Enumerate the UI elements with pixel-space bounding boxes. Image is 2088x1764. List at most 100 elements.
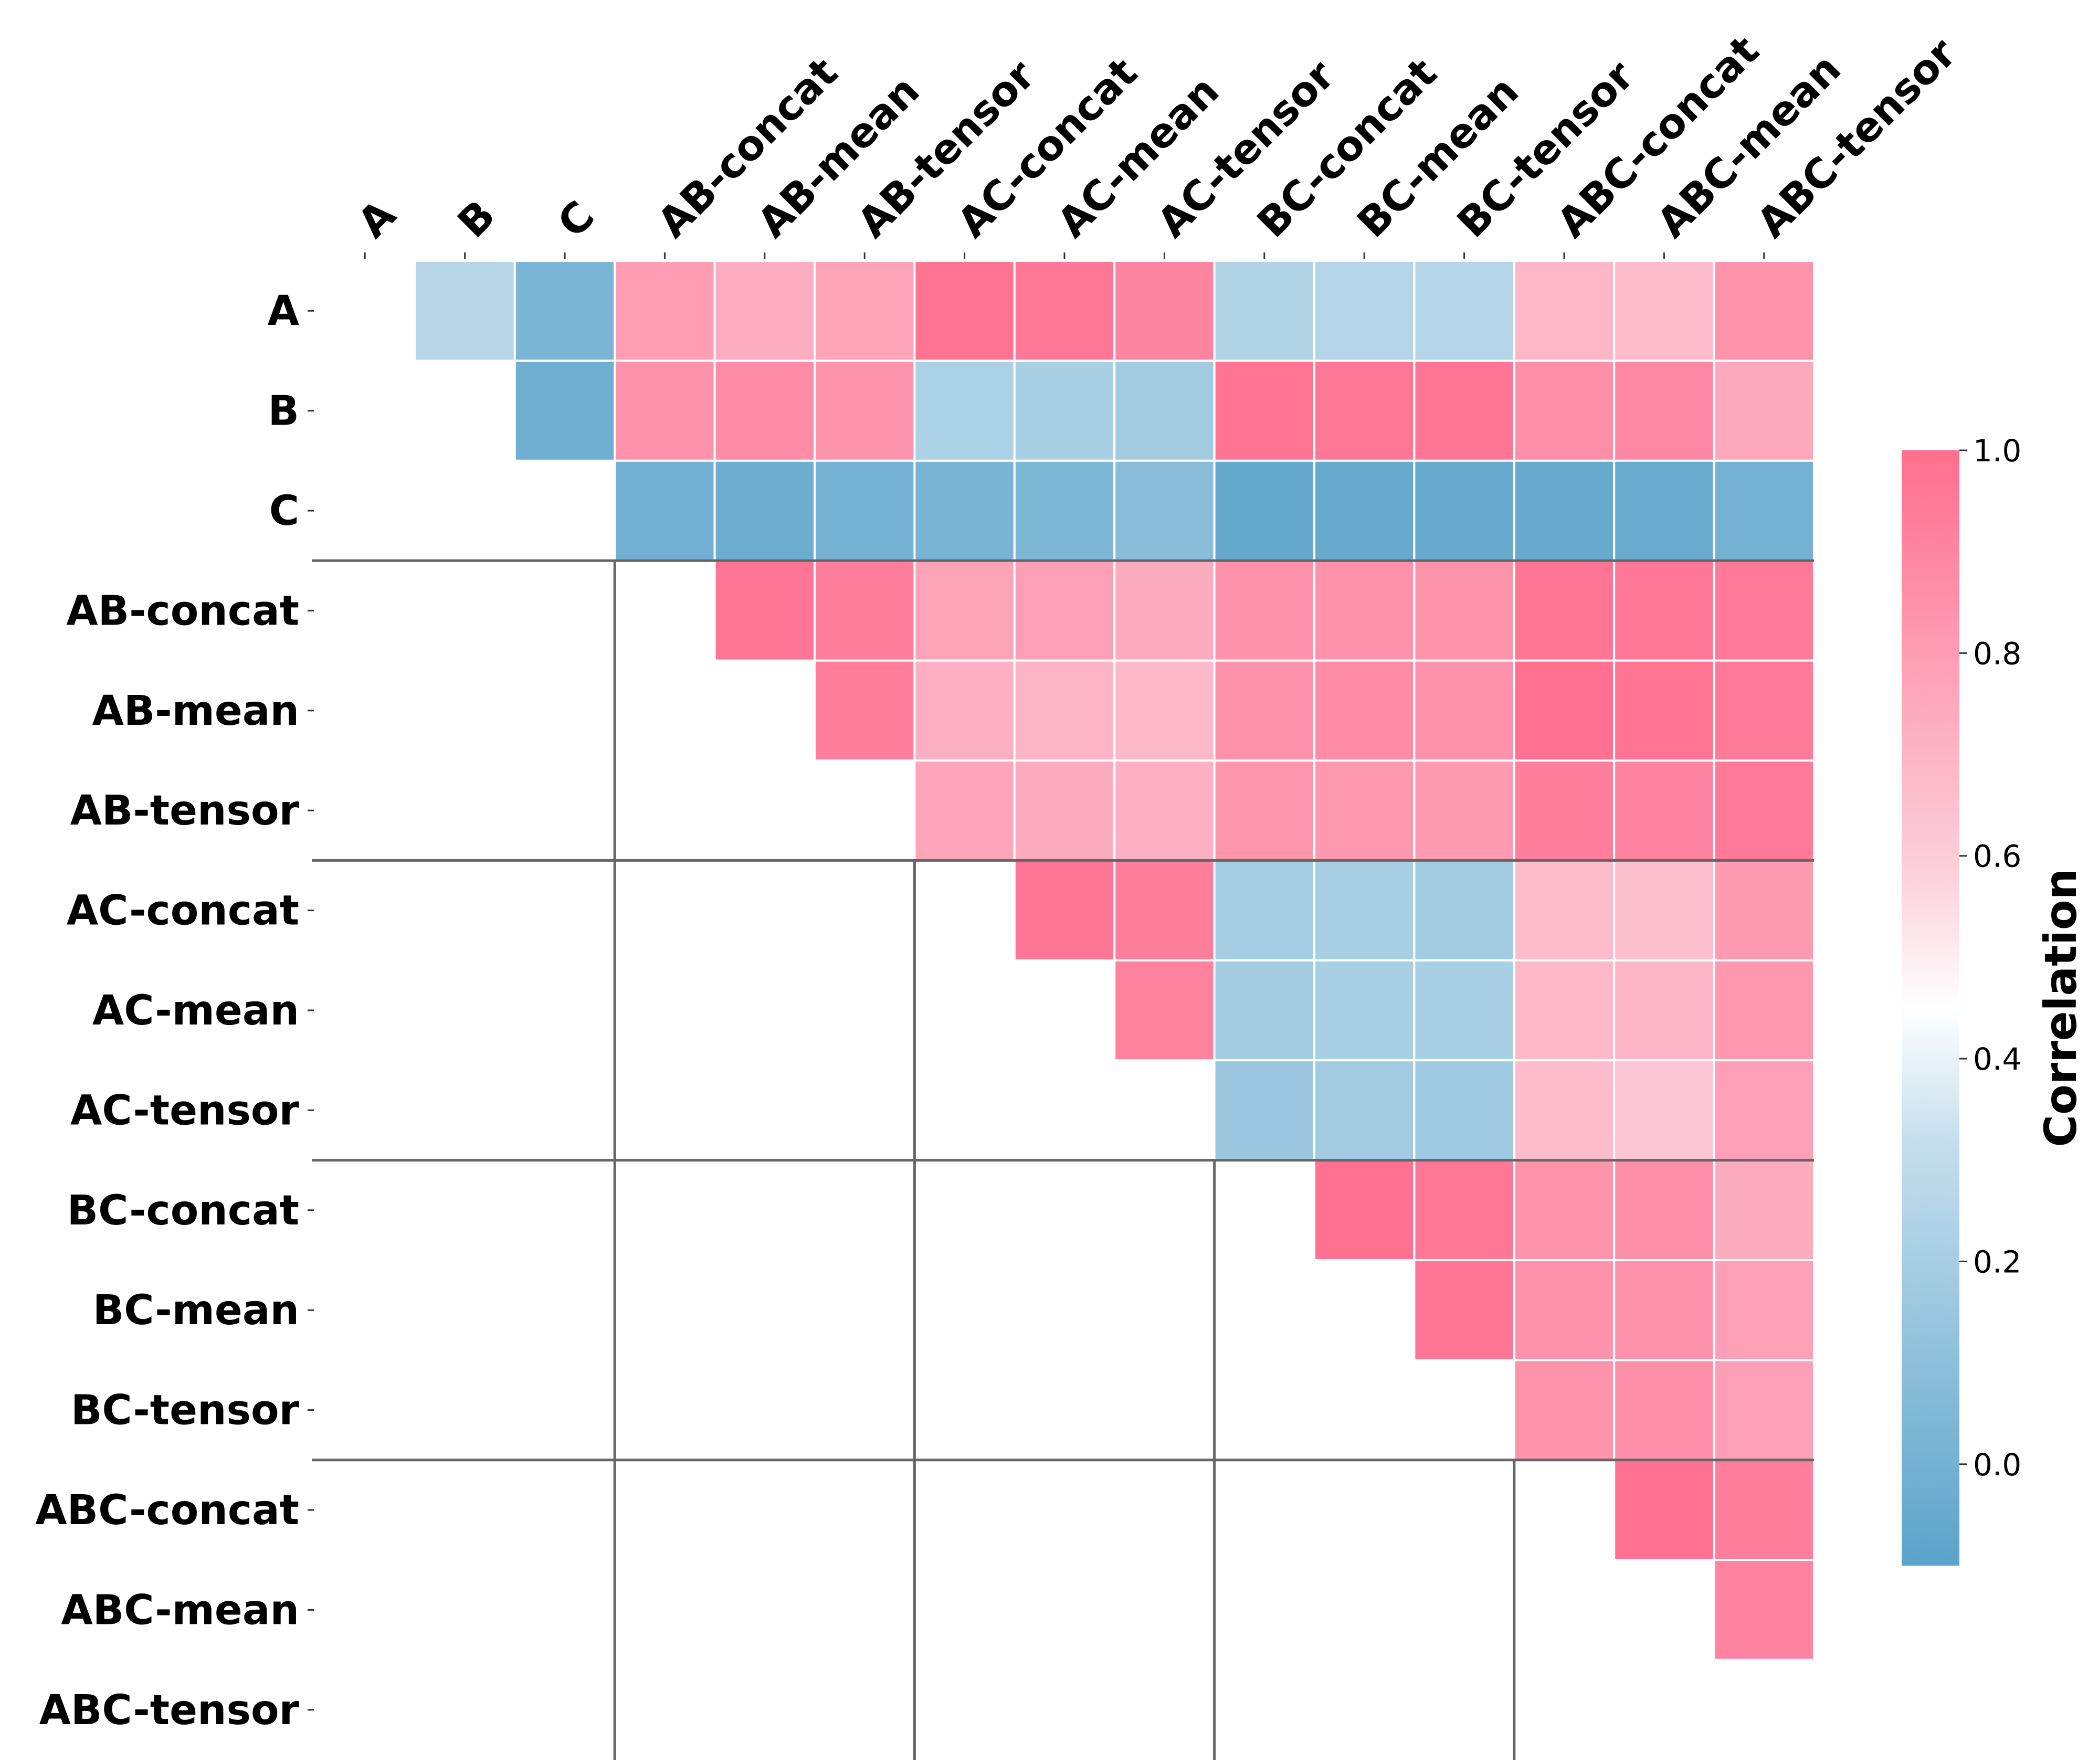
heatmap-cell-C-AC-mean — [1013, 459, 1116, 562]
heatmap-cell-A-BC-concat — [1213, 260, 1316, 362]
heatmap-cell-AC-mean-AC-tensor — [1113, 959, 1216, 1062]
heatmap-cell-C-AB-concat — [614, 459, 716, 562]
row-label-ABC-concat: ABC-concat — [35, 1487, 299, 1534]
heatmap-cell-AC-tensor-ABC-concat — [1513, 1059, 1616, 1161]
heatmap-cell-AC-concat-AC-tensor — [1113, 859, 1216, 962]
heatmap-cell-B-BC-concat — [1213, 360, 1316, 462]
heatmap-cell-AB-concat-AB-mean — [713, 559, 816, 662]
heatmap-cell-B-C — [513, 360, 616, 462]
heatmap-cell-AC-tensor-BC-mean — [1313, 1059, 1416, 1161]
col-label-B: B — [449, 192, 504, 247]
column-labels: A B C AB-concatAB-meanAB-tensorAC-concatAC-… — [349, 27, 1966, 259]
heatmap-cell-B-ABC-concat — [1513, 360, 1616, 462]
heatmap-cell-BC-mean-BC-tensor — [1413, 1259, 1515, 1361]
heatmap-cell-AB-mean-BC-tensor — [1413, 659, 1515, 762]
heatmap-cell-AB-tensor-AC-concat — [913, 759, 1016, 862]
heatmap-cell-B-AB-tensor — [814, 360, 916, 462]
heatmap-cell-AC-tensor-ABC-mean — [1613, 1059, 1715, 1161]
heatmap-cell-AB-mean-AC-concat — [913, 659, 1016, 762]
heatmap-cell-AC-concat-AC-mean — [1013, 859, 1116, 962]
heatmap-cell-A-ABC-tensor — [1713, 260, 1816, 362]
row-label-ABC-mean: ABC-mean — [61, 1587, 299, 1634]
heatmap-cell-A-C — [513, 260, 616, 362]
heatmap-cell-AB-tensor-BC-concat — [1213, 759, 1316, 862]
heatmap-cell-BC-concat-BC-tensor — [1413, 1159, 1515, 1262]
heatmap-cell-A-ABC-concat — [1513, 260, 1616, 362]
colorbar-tick-label: 1.0 — [1973, 433, 2021, 469]
heatmap-cell-B-ABC-mean — [1613, 360, 1715, 462]
heatmap-cell-AC-concat-BC-concat — [1213, 859, 1316, 962]
heatmap-cell-A-BC-mean — [1313, 260, 1416, 362]
heatmap-cell-B-AB-mean — [713, 360, 816, 462]
heatmap-cell-AB-concat-BC-concat — [1213, 559, 1316, 662]
row-label-ABC-tensor: ABC-tensor — [39, 1687, 300, 1734]
row-label-AB-mean: AB-mean — [92, 688, 299, 735]
heatmap-cell-BC-concat-ABC-mean — [1613, 1159, 1715, 1262]
heatmap-cell-BC-mean-ABC-tensor — [1713, 1259, 1816, 1361]
row-label-AB-concat: AB-concat — [66, 587, 299, 635]
colorbar-tick-label: 0.8 — [1973, 636, 2021, 671]
heatmap-cell-A-B — [414, 260, 516, 362]
row-label-AC-tensor: AC-tensor — [70, 1087, 300, 1134]
heatmap-cell-AC-mean-ABC-mean — [1613, 959, 1715, 1062]
heatmap-cell-AB-mean-ABC-tensor — [1713, 659, 1816, 762]
heatmap-cell-AB-tensor-ABC-concat — [1513, 759, 1616, 862]
heatmap-cell-AB-concat-BC-tensor — [1413, 559, 1515, 662]
heatmap-cells — [414, 260, 1816, 1661]
heatmap-cell-AB-tensor-BC-mean — [1313, 759, 1416, 862]
heatmap-cell-C-ABC-concat — [1513, 459, 1616, 562]
heatmap-cell-C-BC-concat — [1213, 459, 1316, 562]
row-label-BC-tensor: BC-tensor — [71, 1387, 300, 1434]
heatmap-cell-B-BC-mean — [1313, 360, 1416, 462]
heatmap-cell-AC-mean-BC-concat — [1213, 959, 1316, 1062]
heatmap-cell-AB-mean-BC-concat — [1213, 659, 1316, 762]
row-label-B: B — [268, 388, 299, 435]
heatmap-cell-B-AC-mean — [1013, 360, 1116, 462]
col-label-C: C — [549, 192, 604, 247]
heatmap-cell-BC-tensor-ABC-mean — [1613, 1359, 1715, 1461]
heatmap-cell-A-AB-tensor — [814, 260, 916, 362]
heatmap-cell-AB-tensor-ABC-mean — [1613, 759, 1715, 862]
heatmap-cell-C-AB-mean — [713, 459, 816, 562]
heatmap-cell-B-ABC-tensor — [1713, 360, 1816, 462]
heatmap-cell-AC-concat-BC-mean — [1313, 859, 1416, 962]
heatmap-cell-AC-mean-BC-tensor — [1413, 959, 1515, 1062]
heatmap-cell-C-BC-mean — [1313, 459, 1416, 562]
row-labels: A B C AB-concat AB-mean AB-tensor AC-concat AC-… — [35, 288, 314, 1734]
heatmap-cell-C-AB-tensor — [814, 459, 916, 562]
heatmap-cell-AB-tensor-BC-tensor — [1413, 759, 1515, 862]
heatmap-cell-B-AB-concat — [614, 360, 716, 462]
colorbar: Correlation 0.0 0.2 0.4 0.6 0.8 1.0 — [1902, 433, 2086, 1566]
heatmap-cell-A-AC-tensor — [1113, 260, 1216, 362]
heatmap-cell-C-ABC-tensor — [1713, 459, 1816, 562]
heatmap-cell-AB-concat-AC-concat — [913, 559, 1016, 662]
row-label-BC-mean: BC-mean — [93, 1287, 299, 1334]
heatmap-cell-ABC-concat-ABC-mean — [1613, 1459, 1715, 1561]
heatmap-cell-AC-concat-ABC-mean — [1613, 859, 1715, 962]
heatmap-cell-A-AB-concat — [614, 260, 716, 362]
heatmap-cell-AB-concat-BC-mean — [1313, 559, 1416, 662]
heatmap-cell-C-ABC-mean — [1613, 459, 1715, 562]
heatmap-cell-A-ABC-mean — [1613, 260, 1715, 362]
heatmap-cell-B-AC-tensor — [1113, 360, 1216, 462]
heatmap-cell-BC-concat-BC-mean — [1313, 1159, 1416, 1262]
heatmap-cell-AB-mean-ABC-concat — [1513, 659, 1616, 762]
row-label-AC-concat: AC-concat — [67, 888, 299, 935]
heatmap-cell-AC-tensor-BC-tensor — [1413, 1059, 1515, 1161]
row-label-AB-tensor: AB-tensor — [70, 787, 300, 835]
colorbar-gradient — [1902, 450, 1959, 1566]
heatmap-cell-BC-mean-ABC-mean — [1613, 1259, 1715, 1361]
heatmap-cell-BC-mean-ABC-concat — [1513, 1259, 1616, 1361]
heatmap-cell-C-BC-tensor — [1413, 459, 1515, 562]
heatmap-cell-AB-mean-BC-mean — [1313, 659, 1416, 762]
heatmap-cell-B-AC-concat — [913, 360, 1016, 462]
row-label-BC-concat: BC-concat — [67, 1187, 299, 1234]
heatmap-cell-BC-concat-ABC-concat — [1513, 1159, 1616, 1262]
heatmap-cell-A-AB-mean — [713, 260, 816, 362]
heatmap-cell-AC-tensor-BC-concat — [1213, 1059, 1316, 1161]
colorbar-title: Correlation — [2035, 868, 2086, 1147]
colorbar-tick-label: 0.6 — [1973, 839, 2021, 874]
heatmap-cell-AC-mean-ABC-concat — [1513, 959, 1616, 1062]
colorbar-tick-label: 0.4 — [1973, 1041, 2021, 1077]
